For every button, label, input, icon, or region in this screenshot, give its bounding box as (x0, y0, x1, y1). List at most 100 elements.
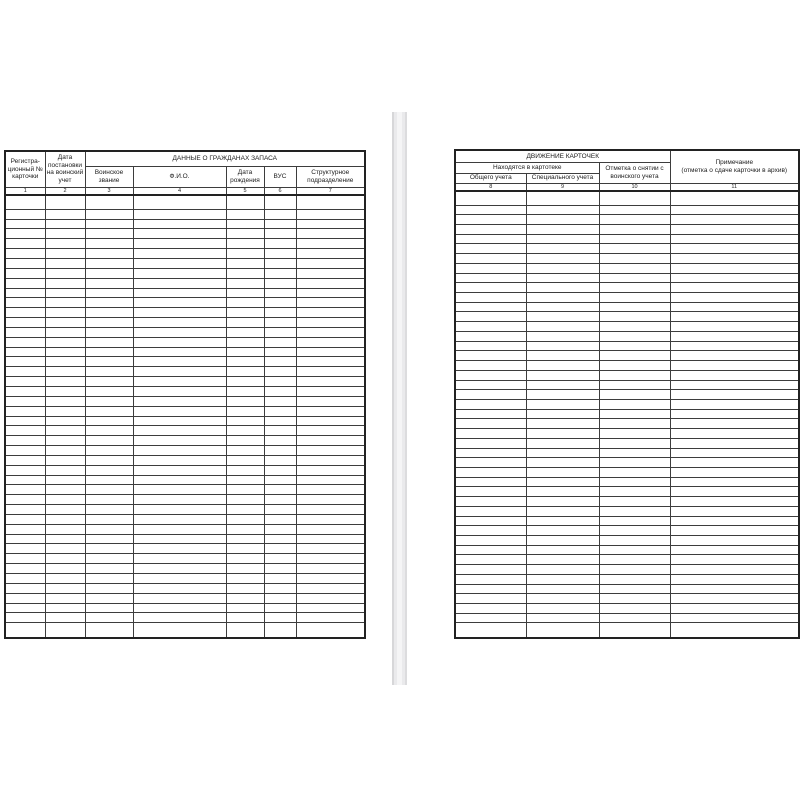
empty-cell (84, 602, 134, 614)
empty-cell (4, 405, 46, 417)
empty-cell (598, 253, 671, 264)
header-removal-mark: Отметка о снятии с воинского учета (598, 161, 671, 184)
empty-cell (669, 612, 800, 624)
empty-cell (525, 564, 600, 575)
empty-cell (44, 297, 86, 309)
empty-cell (84, 612, 134, 624)
empty-cell (84, 504, 134, 515)
empty-cell (4, 248, 46, 259)
header-reg-date: Дата постановки на воинский учет (44, 150, 86, 188)
empty-cell (295, 504, 366, 515)
empty-cell (4, 297, 46, 309)
empty-cell (669, 437, 800, 449)
empty-cell (669, 593, 800, 605)
empty-cell (525, 340, 600, 352)
empty-cell (4, 435, 46, 447)
empty-cell (225, 356, 265, 368)
empty-cell (84, 582, 134, 594)
empty-cell (598, 301, 671, 313)
empty-cell (669, 428, 800, 439)
empty-cell (598, 476, 671, 488)
empty-cell (263, 415, 297, 427)
empty-cell (295, 297, 366, 309)
empty-cell (132, 445, 227, 456)
empty-cell (525, 262, 600, 274)
empty-cell (669, 622, 800, 639)
empty-cell (454, 622, 527, 639)
empty-cell (84, 563, 134, 574)
empty-cell (44, 484, 86, 496)
empty-cell (669, 398, 800, 410)
empty-cell (525, 301, 600, 313)
empty-cell (295, 533, 366, 545)
empty-cell (525, 311, 600, 323)
empty-cell (4, 445, 46, 456)
empty-cell (84, 454, 134, 466)
empty-cell (598, 564, 671, 575)
empty-cell (132, 258, 227, 269)
empty-cell (598, 437, 671, 449)
table-row (454, 389, 800, 400)
empty-cell (84, 228, 134, 240)
empty-cell (132, 435, 227, 447)
empty-cell (525, 515, 600, 527)
empty-cell (225, 445, 265, 456)
empty-cell (4, 258, 46, 269)
empty-cell (669, 190, 800, 206)
empty-cell (295, 218, 366, 230)
empty-cell (44, 622, 86, 639)
empty-cell (225, 425, 265, 437)
empty-cell (225, 376, 265, 387)
header-reg-number: Регистра- ционный № карточки (4, 150, 46, 188)
header-row: ДВИЖЕНИЕ КАРТОЧЕК Примечание (отметка о … (454, 149, 800, 184)
book-spine (392, 112, 407, 685)
empty-cell (525, 292, 600, 303)
empty-cell (132, 194, 227, 210)
empty-cell (225, 218, 265, 230)
table-row (4, 474, 366, 486)
empty-cell (84, 346, 134, 358)
empty-cell (84, 238, 134, 250)
empty-cell (598, 515, 671, 527)
header-note: Примечание (отметка о сдаче карточки в а… (669, 149, 800, 184)
empty-cell (84, 415, 134, 427)
empty-cell (4, 376, 46, 387)
table-row (454, 369, 800, 381)
empty-cell (4, 326, 46, 338)
empty-cell (132, 622, 227, 639)
empty-cell (44, 336, 86, 348)
empty-cell (295, 474, 366, 486)
empty-cell (225, 366, 265, 378)
empty-cell (669, 389, 800, 400)
empty-cell (132, 523, 227, 535)
empty-cell (454, 350, 527, 362)
column-number: 9 (525, 182, 600, 192)
table-row (454, 233, 800, 245)
empty-cell (225, 435, 265, 447)
empty-cell (44, 563, 86, 574)
empty-cell (44, 194, 86, 210)
empty-cell (598, 525, 671, 537)
header-fio: Ф.И.О. (132, 165, 227, 188)
empty-cell (263, 454, 297, 466)
empty-cell (44, 267, 86, 279)
empty-cell (525, 408, 600, 420)
empty-cell (598, 622, 671, 639)
empty-cell (225, 494, 265, 506)
empty-cell (44, 504, 86, 515)
empty-cell (525, 593, 600, 605)
empty-cell (225, 454, 265, 466)
empty-cell (225, 385, 265, 397)
empty-cell (263, 267, 297, 279)
empty-cell (295, 445, 366, 456)
table-row (454, 603, 800, 614)
empty-cell (295, 454, 366, 466)
empty-cell (454, 437, 527, 449)
empty-cell (44, 376, 86, 387)
empty-cell (132, 346, 227, 358)
empty-cell (598, 379, 671, 391)
empty-cell (295, 582, 366, 594)
empty-cell (669, 476, 800, 488)
empty-cell (669, 447, 800, 459)
empty-cell (4, 622, 46, 639)
